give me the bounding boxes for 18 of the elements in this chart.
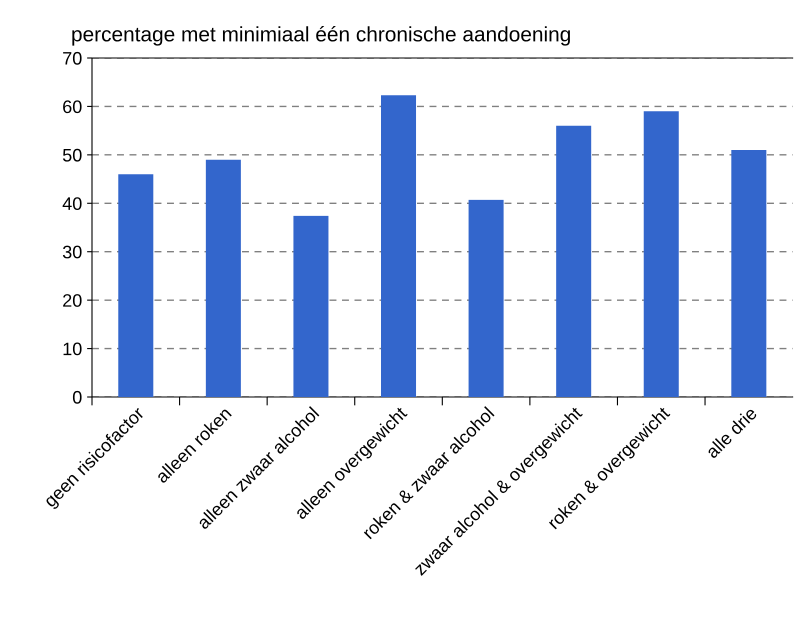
bar xyxy=(206,160,241,397)
bar xyxy=(381,95,416,397)
y-tick-label: 40 xyxy=(62,197,82,210)
y-tick-label: 20 xyxy=(63,294,82,307)
bar xyxy=(293,216,328,397)
x-tick-label: alle drie xyxy=(704,406,758,459)
y-tick-label: 30 xyxy=(62,246,82,258)
y-tick-label: 60 xyxy=(63,100,82,114)
chart-title: percentage met minimiaal één chronische aandoening xyxy=(72,26,570,46)
bar xyxy=(731,150,766,397)
bar xyxy=(468,200,504,397)
bar xyxy=(118,174,154,397)
y-tick-label: 10 xyxy=(64,342,82,356)
y-tick-label: 50 xyxy=(62,148,82,162)
y-tick-label: 0 xyxy=(72,390,82,404)
y-tick-label: 70 xyxy=(63,52,82,65)
bar xyxy=(556,126,592,397)
bar xyxy=(644,111,679,397)
